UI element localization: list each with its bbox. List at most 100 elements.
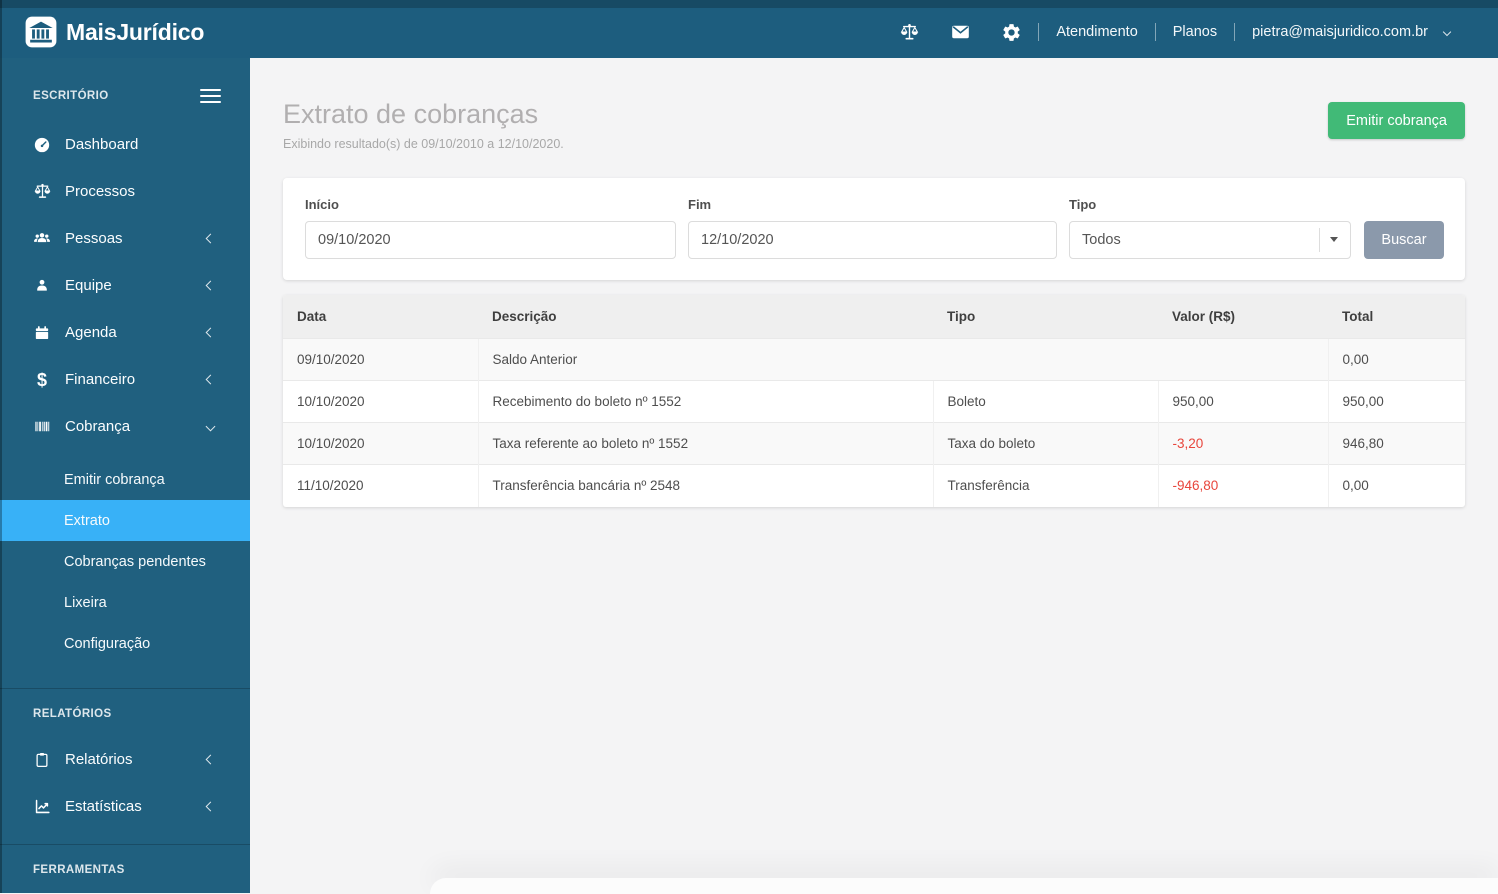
sidebar-item-label: Relatórios — [65, 751, 133, 768]
submenu-item-cobrancas-pendentes[interactable]: Cobranças pendentes — [0, 541, 250, 582]
sidebar-item-relatorios[interactable]: Relatórios — [0, 736, 250, 783]
cell-date: 10/10/2020 — [283, 422, 478, 465]
sidebar-item-dashboard[interactable]: Dashboard — [0, 121, 250, 168]
sidebar-item-label: Agenda — [65, 324, 117, 341]
section-label: RELATÓRIOS — [33, 708, 112, 720]
cell-description: Taxa referente ao boleto nº 1552 — [477, 422, 933, 465]
screen-left-edge — [0, 0, 2, 893]
section-relatorios: RELATÓRIOS — [0, 706, 250, 722]
cell-type: Boleto — [932, 380, 1158, 423]
sidebar-item-label: Dashboard — [65, 136, 139, 153]
gear-icon[interactable] — [1001, 22, 1022, 43]
cell-value-negative: -946,80 — [1157, 464, 1328, 507]
sidebar-divider — [0, 688, 250, 689]
section-ferramentas: FERRAMENTAS — [0, 862, 250, 878]
people-group-icon — [32, 229, 52, 249]
sidebar-nav: Dashboard Processos — [0, 121, 250, 450]
bottom-sheet-edge — [430, 878, 1498, 894]
gauge-icon — [32, 135, 52, 155]
column-header-total: Total — [1328, 294, 1465, 339]
chevron-down-icon[interactable] — [1442, 27, 1452, 37]
statement-table: Data Descrição Tipo Valor (R$) Total 09/… — [283, 294, 1465, 507]
column-header-tipo: Tipo — [933, 294, 1158, 339]
buscar-button[interactable]: Buscar — [1364, 220, 1444, 259]
cell-value-negative: -3,20 — [1157, 422, 1328, 465]
cobranca-submenu: Emitir cobrança Extrato Cobranças penden… — [0, 459, 250, 664]
cell-total: 0,00 — [1327, 338, 1465, 381]
sidebar-item-financeiro[interactable]: $ Financeiro — [0, 356, 250, 403]
clipboard-icon — [32, 750, 52, 770]
submenu-item-configuracao[interactable]: Configuração — [0, 623, 250, 664]
submenu-item-lixeira[interactable]: Lixeira — [0, 582, 250, 623]
column-header-valor: Valor (R$) — [1158, 294, 1328, 339]
submenu-item-label: Cobranças pendentes — [64, 553, 206, 570]
submenu-item-label: Extrato — [64, 512, 110, 529]
cell-total: 0,00 — [1327, 464, 1465, 507]
user-email[interactable]: pietra@maisjuridico.com.br — [1252, 24, 1428, 40]
tipo-select[interactable]: Todos — [1069, 220, 1351, 259]
bank-building-icon — [24, 15, 58, 49]
sidebar-item-pessoas[interactable]: Pessoas — [0, 215, 250, 262]
sidebar-item-estatisticas[interactable]: Estatísticas — [0, 783, 250, 830]
submenu-item-label: Configuração — [64, 635, 151, 652]
chart-line-icon — [32, 797, 52, 817]
app-logo[interactable]: MaisJurídico — [0, 15, 204, 49]
person-icon — [32, 276, 52, 296]
sidebar-item-label: Processos — [65, 183, 136, 200]
sidebar-item-cobranca[interactable]: Cobrança — [0, 403, 250, 450]
sidebar-divider — [0, 844, 250, 845]
header-actions: Atendimento Planos pietra@maisjuridico.c… — [899, 22, 1498, 43]
inicio-field: Início — [305, 197, 676, 259]
envelope-icon[interactable] — [950, 22, 971, 43]
sidebar-item-equipe[interactable]: Equipe — [0, 262, 250, 309]
header-divider — [1154, 23, 1156, 41]
section-escritorio: ESCRITÓRIO — [0, 88, 250, 104]
nav-atendimento[interactable]: Atendimento — [1056, 24, 1138, 40]
logo-text: MaisJurídico — [66, 18, 205, 45]
page-subtitle: Exibindo resultado(s) de 09/10/2010 a 12… — [283, 136, 564, 151]
inicio-date-input[interactable] — [305, 220, 676, 259]
chevron-left-icon — [205, 327, 216, 338]
sidebar-item-label: Cobrança — [65, 418, 131, 435]
cell-date: 10/10/2020 — [283, 380, 478, 423]
cell-total: 950,00 — [1327, 380, 1465, 423]
select-divider — [1319, 227, 1320, 252]
chevron-left-icon — [205, 801, 216, 812]
section-label: FERRAMENTAS — [33, 864, 125, 876]
emitir-cobranca-button[interactable]: Emitir cobrança — [1328, 102, 1465, 139]
cell-type: Taxa do boleto — [932, 422, 1158, 465]
submenu-item-label: Emitir cobrança — [64, 471, 165, 488]
table-header-row: Data Descrição Tipo Valor (R$) Total — [283, 294, 1465, 339]
submenu-item-emitir-cobranca[interactable]: Emitir cobrança — [0, 459, 250, 500]
submenu-item-extrato[interactable]: Extrato — [0, 500, 250, 541]
page-header: Extrato de cobranças Exibindo resultado(… — [283, 99, 1465, 151]
tipo-label: Tipo — [1069, 196, 1097, 212]
sidebar: ESCRITÓRIO Dashboard — [0, 58, 250, 893]
chevron-left-icon — [205, 233, 216, 244]
chevron-left-icon — [205, 374, 216, 385]
cell-description: Recebimento do boleto nº 1552 — [477, 380, 933, 423]
cell-description: Transferência bancária nº 2548 — [477, 464, 933, 507]
header-divider — [1038, 23, 1040, 41]
balance-scale-icon[interactable] — [899, 22, 920, 43]
chevron-down-icon — [205, 421, 216, 432]
statement-table-card: Data Descrição Tipo Valor (R$) Total 09/… — [283, 294, 1465, 507]
barcode-icon — [32, 417, 52, 437]
sidebar-item-label: Pessoas — [65, 230, 123, 247]
sidebar-item-agenda[interactable]: Agenda — [0, 309, 250, 356]
caret-down-icon — [1330, 237, 1338, 243]
sidebar-item-processos[interactable]: Processos — [0, 168, 250, 215]
chevron-left-icon — [205, 280, 216, 291]
nav-planos[interactable]: Planos — [1172, 24, 1218, 40]
menu-collapse-icon[interactable] — [200, 88, 221, 104]
calendar-icon — [32, 323, 52, 343]
balance-scale-icon — [32, 182, 52, 202]
sidebar-nav-relatorios: Relatórios Estatísticas — [0, 736, 250, 830]
cell-date: 11/10/2020 — [283, 464, 478, 507]
sidebar-item-label: Estatísticas — [65, 798, 142, 815]
top-header-bar: MaisJurídico — [0, 0, 1498, 58]
fim-label: Fim — [688, 196, 712, 212]
fim-date-input[interactable] — [688, 220, 1057, 259]
column-header-descricao: Descrição — [478, 294, 933, 339]
page-title: Extrato de cobranças — [283, 99, 539, 129]
